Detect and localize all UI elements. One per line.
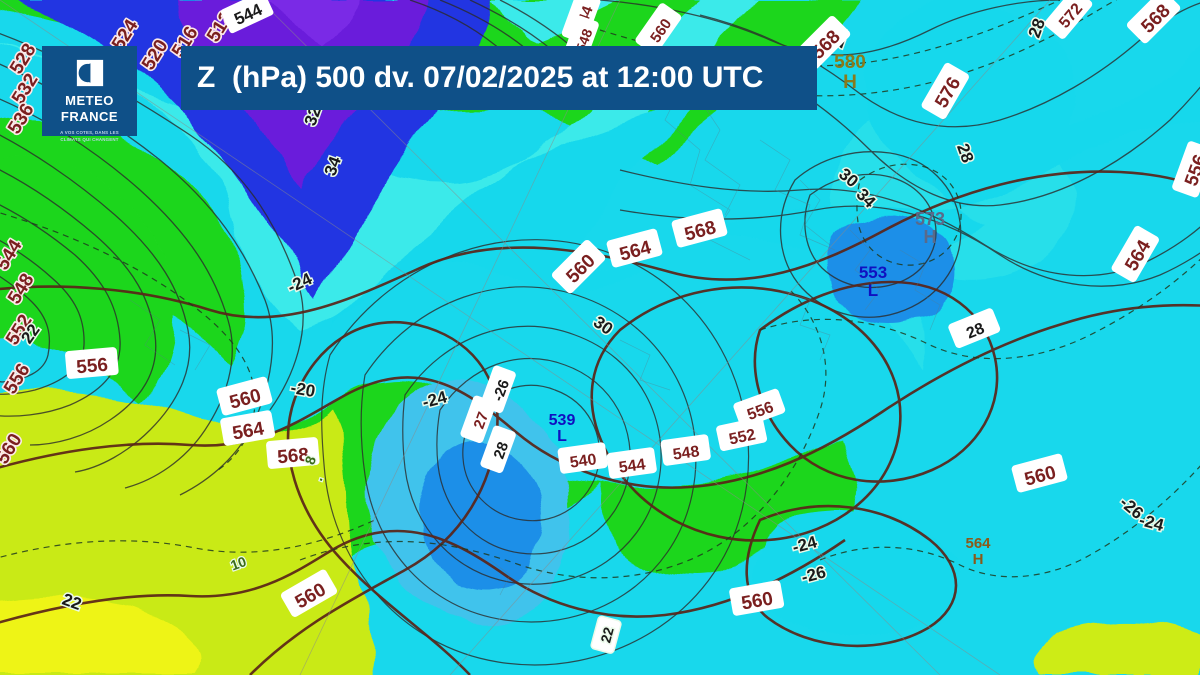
svg-text:556: 556 <box>75 355 108 379</box>
svg-text:L: L <box>868 281 878 300</box>
svg-text:H: H <box>843 72 857 93</box>
svg-text:553: 553 <box>859 263 887 282</box>
svg-text:H: H <box>973 551 984 568</box>
svg-text:539: 539 <box>549 412 576 429</box>
svg-text:H: H <box>924 227 937 247</box>
svg-text:L: L <box>557 428 567 445</box>
svg-text:564: 564 <box>965 535 991 552</box>
svg-text:573: 573 <box>915 209 945 229</box>
svg-text:580: 580 <box>834 52 866 73</box>
